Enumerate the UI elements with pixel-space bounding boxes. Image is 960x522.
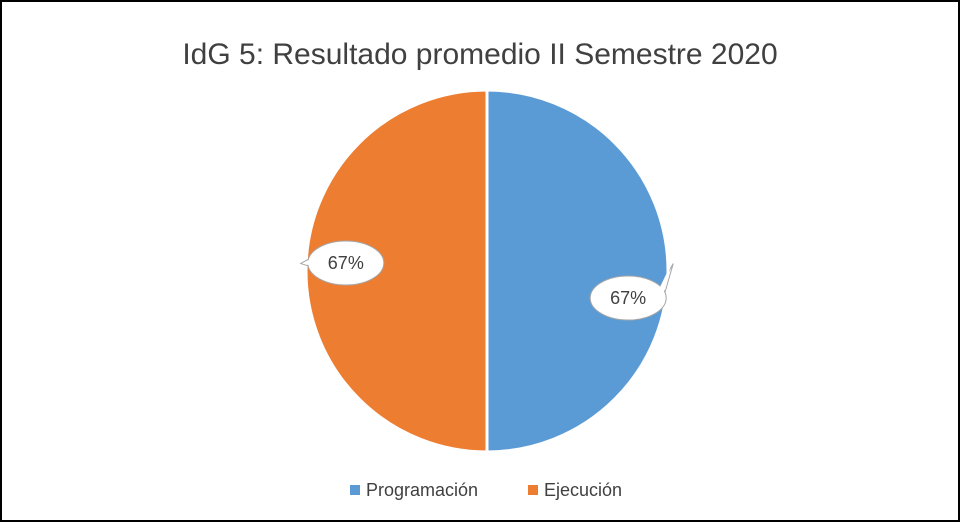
legend-swatch [528,485,538,495]
callout-bubble [589,275,667,321]
data-callout: 67% [299,240,385,286]
data-label: 67% [328,253,364,273]
chart-title: IdG 5: Resultado promedio II Semestre 20… [182,38,777,71]
legend-label: Programación [366,480,478,500]
callout-pointer-cover [658,263,672,301]
legend-label: Ejecución [544,480,622,500]
pie-slice [304,88,489,454]
callout-pointer-cover [302,256,316,266]
legend-swatch [350,485,360,495]
data-label: 67% [610,288,646,308]
data-callout: 67% [589,263,674,321]
